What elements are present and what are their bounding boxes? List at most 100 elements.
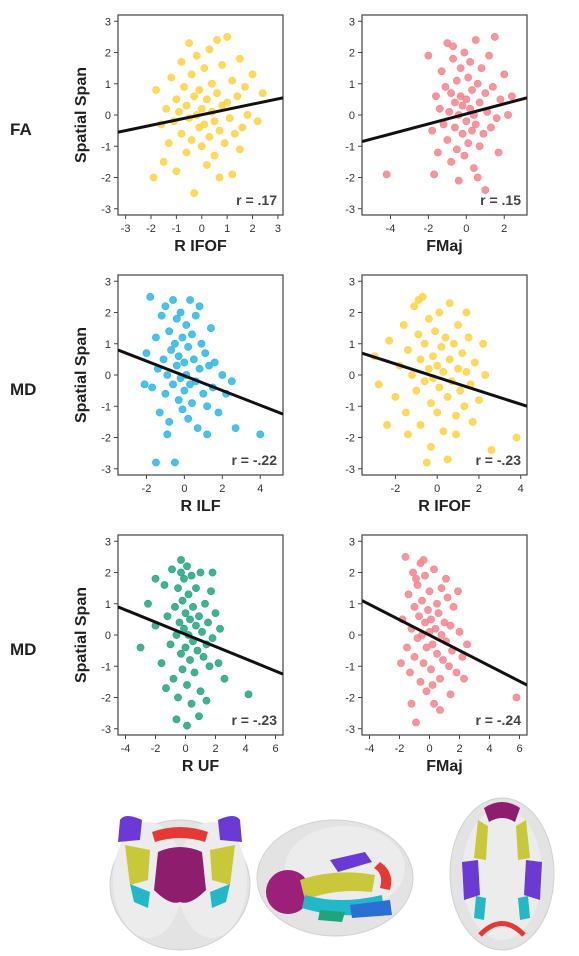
data-point xyxy=(418,596,426,605)
data-point xyxy=(187,136,196,144)
y-tick-label: 1 xyxy=(105,79,111,91)
data-point xyxy=(180,358,189,367)
y-tick-label: -1 xyxy=(345,661,355,673)
data-point xyxy=(228,170,237,179)
data-point xyxy=(186,296,194,304)
data-point xyxy=(182,148,191,157)
data-point xyxy=(152,333,160,342)
data-point xyxy=(197,142,206,151)
y-tick-label: 1 xyxy=(349,599,355,611)
data-point xyxy=(186,656,194,664)
data-point xyxy=(428,640,437,649)
data-point xyxy=(172,95,181,104)
data-point xyxy=(449,339,458,348)
data-point xyxy=(183,562,191,571)
data-point xyxy=(215,126,224,135)
data-point xyxy=(248,70,257,79)
x-tick-label: -4 xyxy=(386,223,396,235)
data-point xyxy=(430,565,438,574)
data-point xyxy=(177,57,186,66)
data-point xyxy=(421,618,429,627)
data-point xyxy=(196,687,205,696)
data-point xyxy=(178,333,187,342)
data-point xyxy=(420,377,429,386)
data-point xyxy=(163,371,172,379)
scatter-plot-fa_rifof: -3 -2 -1 0 1 2 3 -3 -2 -1 0 1 2 3 r = .17 R IFOF Spatial… xyxy=(73,14,284,255)
data-point xyxy=(146,292,155,301)
y-tick-label: 1 xyxy=(105,599,111,611)
data-point xyxy=(256,430,265,439)
data-point xyxy=(427,442,435,451)
data-point xyxy=(473,79,482,88)
y-tick-label: 0 xyxy=(105,110,111,122)
y-tick-label: 1 xyxy=(105,339,111,351)
data-point xyxy=(464,139,473,148)
data-point xyxy=(215,173,224,182)
data-point xyxy=(195,302,204,311)
data-point xyxy=(436,674,444,683)
data-point xyxy=(437,67,446,76)
row-label: MD xyxy=(10,640,36,659)
data-point xyxy=(433,599,441,608)
data-point xyxy=(494,148,503,157)
data-point xyxy=(471,120,480,129)
data-point xyxy=(385,336,394,345)
data-point xyxy=(187,699,196,708)
data-point xyxy=(183,681,191,689)
plot-frame xyxy=(361,14,528,216)
data-point xyxy=(424,606,432,614)
data-point xyxy=(155,408,164,417)
data-point xyxy=(205,662,214,671)
data-point xyxy=(414,296,423,304)
data-point xyxy=(205,132,214,141)
data-point xyxy=(469,164,478,173)
data-point xyxy=(435,104,444,113)
x-tick-label: 0 xyxy=(434,483,440,495)
data-point xyxy=(170,339,179,348)
data-point xyxy=(136,643,145,652)
data-point xyxy=(214,408,223,417)
data-point xyxy=(157,311,166,320)
data-point xyxy=(231,424,240,433)
data-point xyxy=(253,117,262,126)
data-point xyxy=(488,82,497,91)
data-point xyxy=(445,355,454,364)
x-tick-label: -4 xyxy=(365,743,375,755)
y-tick-label: -3 xyxy=(345,724,355,736)
data-point xyxy=(466,57,475,66)
y-tick-label: -1 xyxy=(345,141,355,153)
x-axis-label: R UF xyxy=(182,758,220,775)
data-point xyxy=(174,584,182,593)
data-point xyxy=(167,73,176,82)
data-point xyxy=(189,602,197,611)
y-tick-label: -3 xyxy=(345,204,355,216)
data-point xyxy=(441,333,450,342)
data-point xyxy=(452,76,461,85)
data-point xyxy=(477,64,486,73)
x-tick-label: -2 xyxy=(142,483,152,495)
data-point xyxy=(451,98,459,107)
x-tick-label: 2 xyxy=(501,223,507,235)
data-point xyxy=(228,76,237,85)
data-point xyxy=(216,624,224,633)
data-point xyxy=(452,668,461,677)
x-tick-label: -2 xyxy=(395,743,405,755)
data-point xyxy=(180,386,189,395)
data-point xyxy=(460,151,469,160)
data-point xyxy=(140,380,149,389)
data-point xyxy=(460,48,469,57)
scatter-plots: -3 -2 -1 0 1 2 3 -3 -2 -1 0 1 2 3 r = .17 R IFOF Spatial… xyxy=(73,14,528,775)
data-point xyxy=(460,402,469,411)
y-tick-label: -3 xyxy=(101,724,111,736)
data-point xyxy=(435,308,444,317)
data-point xyxy=(462,117,471,126)
data-point xyxy=(203,402,212,411)
data-point xyxy=(163,612,172,621)
y-tick-label: 3 xyxy=(349,536,355,548)
data-point xyxy=(193,646,202,655)
data-point xyxy=(407,699,416,708)
data-point xyxy=(208,634,217,643)
data-point xyxy=(243,111,252,119)
data-point xyxy=(181,609,190,618)
y-axis-label: Spatial Span xyxy=(73,67,90,163)
